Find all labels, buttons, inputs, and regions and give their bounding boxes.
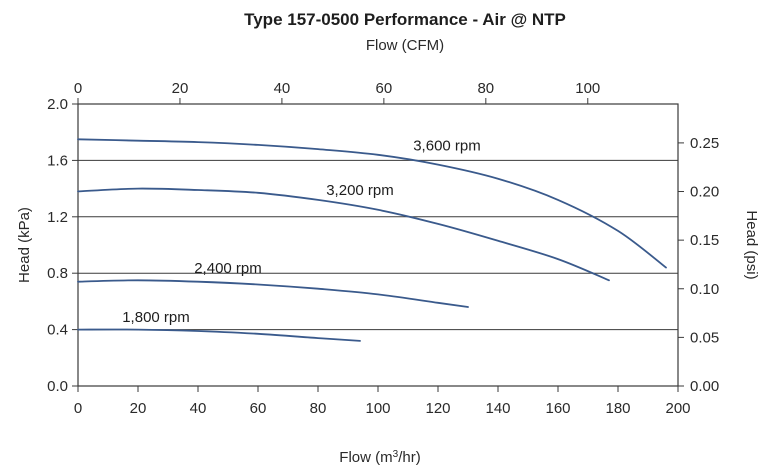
y-tick-label-right: 0.10	[690, 281, 719, 298]
y-tick-label-right: 0.00	[690, 378, 719, 395]
x-tick-label: 200	[665, 400, 690, 417]
y-tick-label-left: 1.6	[47, 152, 68, 169]
top-tick-label: 80	[477, 80, 494, 97]
curve-label: 3,200 rpm	[326, 182, 394, 199]
y-tick-label-right: 0.05	[690, 329, 719, 346]
top-axis-label: Flow (CFM)	[366, 37, 444, 54]
curve-line	[77, 138, 667, 269]
x-tick-label: 0	[74, 400, 82, 417]
x-tick-label: 60	[250, 400, 267, 417]
y-tick-label-left: 0.4	[47, 322, 68, 339]
x-tick-label: 140	[485, 400, 510, 417]
y-tick-label-right: 0.25	[690, 135, 719, 152]
axis-ticks: 0.0 0.4 0.8 1.2 1.6 2.0 0 20 40 60 80 100 120 140 160 1…	[47, 80, 719, 417]
y-tick-label-left: 0.8	[47, 265, 68, 282]
curve-line	[77, 328, 361, 342]
x-tick-label: 100	[365, 400, 390, 417]
y-tick-label-left: 1.2	[47, 209, 68, 226]
x-tick-label: 40	[190, 400, 207, 417]
curve-labels: 3,600 rpm 3,200 rpm 2,400 rpm 1,800 rpm	[122, 138, 481, 326]
y-tick-label-left: 0.0	[47, 378, 68, 395]
top-tick-label: 40	[274, 80, 291, 97]
grid-lines	[78, 159, 678, 331]
x-axis-label: Flow (m3/hr)	[339, 449, 420, 466]
chart-title: Type 157-0500 Performance - Air @ NTP	[244, 10, 566, 29]
y-tick-label-right: 0.20	[690, 184, 719, 201]
y-tick-label-right: 0.15	[690, 232, 719, 249]
x-tick-label: 160	[545, 400, 570, 417]
top-tick-label: 60	[376, 80, 393, 97]
plot-frame	[77, 103, 679, 387]
top-tick-label: 100	[575, 80, 600, 97]
curve-line	[77, 279, 469, 308]
top-tick-label: 20	[172, 80, 189, 97]
x-tick-label: 20	[130, 400, 147, 417]
x-tick-label: 180	[605, 400, 630, 417]
curves	[77, 138, 667, 342]
top-tick-label: 0	[74, 80, 82, 97]
curve-label: 2,400 rpm	[194, 260, 262, 277]
curve-line	[77, 187, 610, 282]
y-tick-label-left: 2.0	[47, 96, 68, 113]
y-axis-label-right: Head (psi)	[743, 210, 760, 279]
x-tick-label: 80	[310, 400, 327, 417]
curve-label: 1,800 rpm	[122, 309, 190, 326]
x-tick-label: 120	[425, 400, 450, 417]
curve-label: 3,600 rpm	[413, 138, 481, 155]
y-axis-label-left: Head (kPa)	[16, 207, 33, 283]
